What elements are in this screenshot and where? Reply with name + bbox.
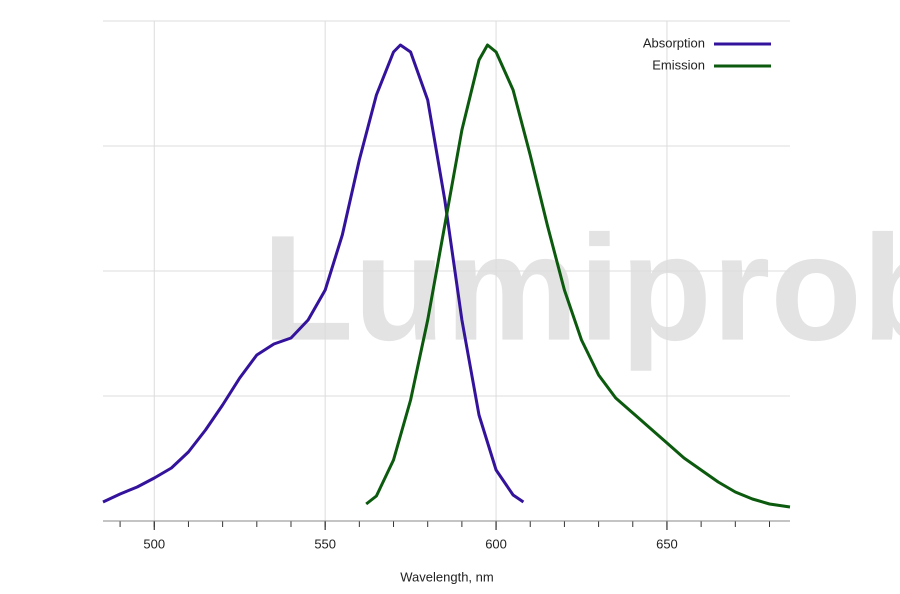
x-tick-label: 600 [485,536,507,551]
x-axis-label: Wavelength, nm [400,569,493,584]
legend-label: Absorption [643,35,705,50]
line [365,43,791,509]
x-tick-label: 650 [656,536,678,551]
x-tick-label: 500 [143,536,165,551]
x-tick-label: 550 [314,536,336,551]
line [102,43,525,504]
legend-label: Emission [652,57,705,72]
watermark: Lumiprobe [262,204,900,372]
